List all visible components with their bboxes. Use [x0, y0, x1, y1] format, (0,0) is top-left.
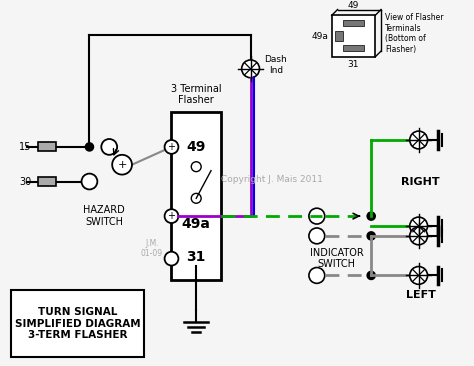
Circle shape	[309, 208, 325, 224]
Circle shape	[82, 173, 97, 190]
Circle shape	[410, 217, 428, 235]
Text: +: +	[167, 211, 175, 221]
Text: 31: 31	[187, 250, 206, 264]
FancyBboxPatch shape	[343, 45, 364, 51]
Text: 49: 49	[187, 140, 206, 154]
Circle shape	[101, 139, 117, 155]
Circle shape	[367, 272, 375, 279]
FancyBboxPatch shape	[332, 15, 375, 57]
Text: 3 Terminal
Flasher: 3 Terminal Flasher	[171, 84, 221, 105]
Text: 31: 31	[347, 60, 359, 70]
FancyBboxPatch shape	[343, 20, 364, 26]
Text: LEFT: LEFT	[406, 290, 436, 300]
Text: Copyright J. Mais 2011: Copyright J. Mais 2011	[221, 175, 323, 184]
FancyBboxPatch shape	[11, 290, 144, 358]
Text: +: +	[167, 142, 175, 152]
Text: RIGHT: RIGHT	[401, 176, 440, 187]
Circle shape	[191, 162, 201, 172]
FancyBboxPatch shape	[172, 112, 221, 280]
Text: INDICATOR
SWITCH: INDICATOR SWITCH	[310, 248, 364, 269]
Circle shape	[164, 209, 178, 223]
Text: +: +	[118, 160, 127, 170]
FancyBboxPatch shape	[38, 142, 56, 152]
Circle shape	[410, 266, 428, 284]
Text: HAZARD
SWITCH: HAZARD SWITCH	[83, 205, 125, 227]
Circle shape	[309, 228, 325, 244]
Circle shape	[191, 193, 201, 203]
Text: View of Flasher
Terminals
(Bottom of
Flasher): View of Flasher Terminals (Bottom of Fla…	[385, 14, 444, 54]
Circle shape	[410, 131, 428, 149]
Circle shape	[164, 252, 178, 266]
Text: TURN SIGNAL
SIMPLIFIED DIAGRAM
3-TERM FLASHER: TURN SIGNAL SIMPLIFIED DIAGRAM 3-TERM FL…	[15, 307, 140, 340]
Text: 30: 30	[19, 176, 31, 187]
Circle shape	[410, 227, 428, 245]
Circle shape	[367, 232, 375, 240]
Text: 49a: 49a	[311, 32, 328, 41]
Text: 49: 49	[348, 1, 359, 10]
Circle shape	[309, 268, 325, 283]
Text: J.M.
01-09: J.M. 01-09	[141, 239, 163, 258]
Text: Dash
Ind: Dash Ind	[264, 55, 287, 75]
FancyBboxPatch shape	[38, 177, 56, 186]
Circle shape	[164, 140, 178, 154]
Circle shape	[367, 212, 375, 220]
Circle shape	[85, 143, 93, 151]
FancyBboxPatch shape	[335, 31, 343, 41]
Circle shape	[112, 155, 132, 175]
Text: 49a: 49a	[182, 217, 210, 231]
Circle shape	[242, 60, 259, 78]
Text: 15: 15	[19, 142, 32, 152]
